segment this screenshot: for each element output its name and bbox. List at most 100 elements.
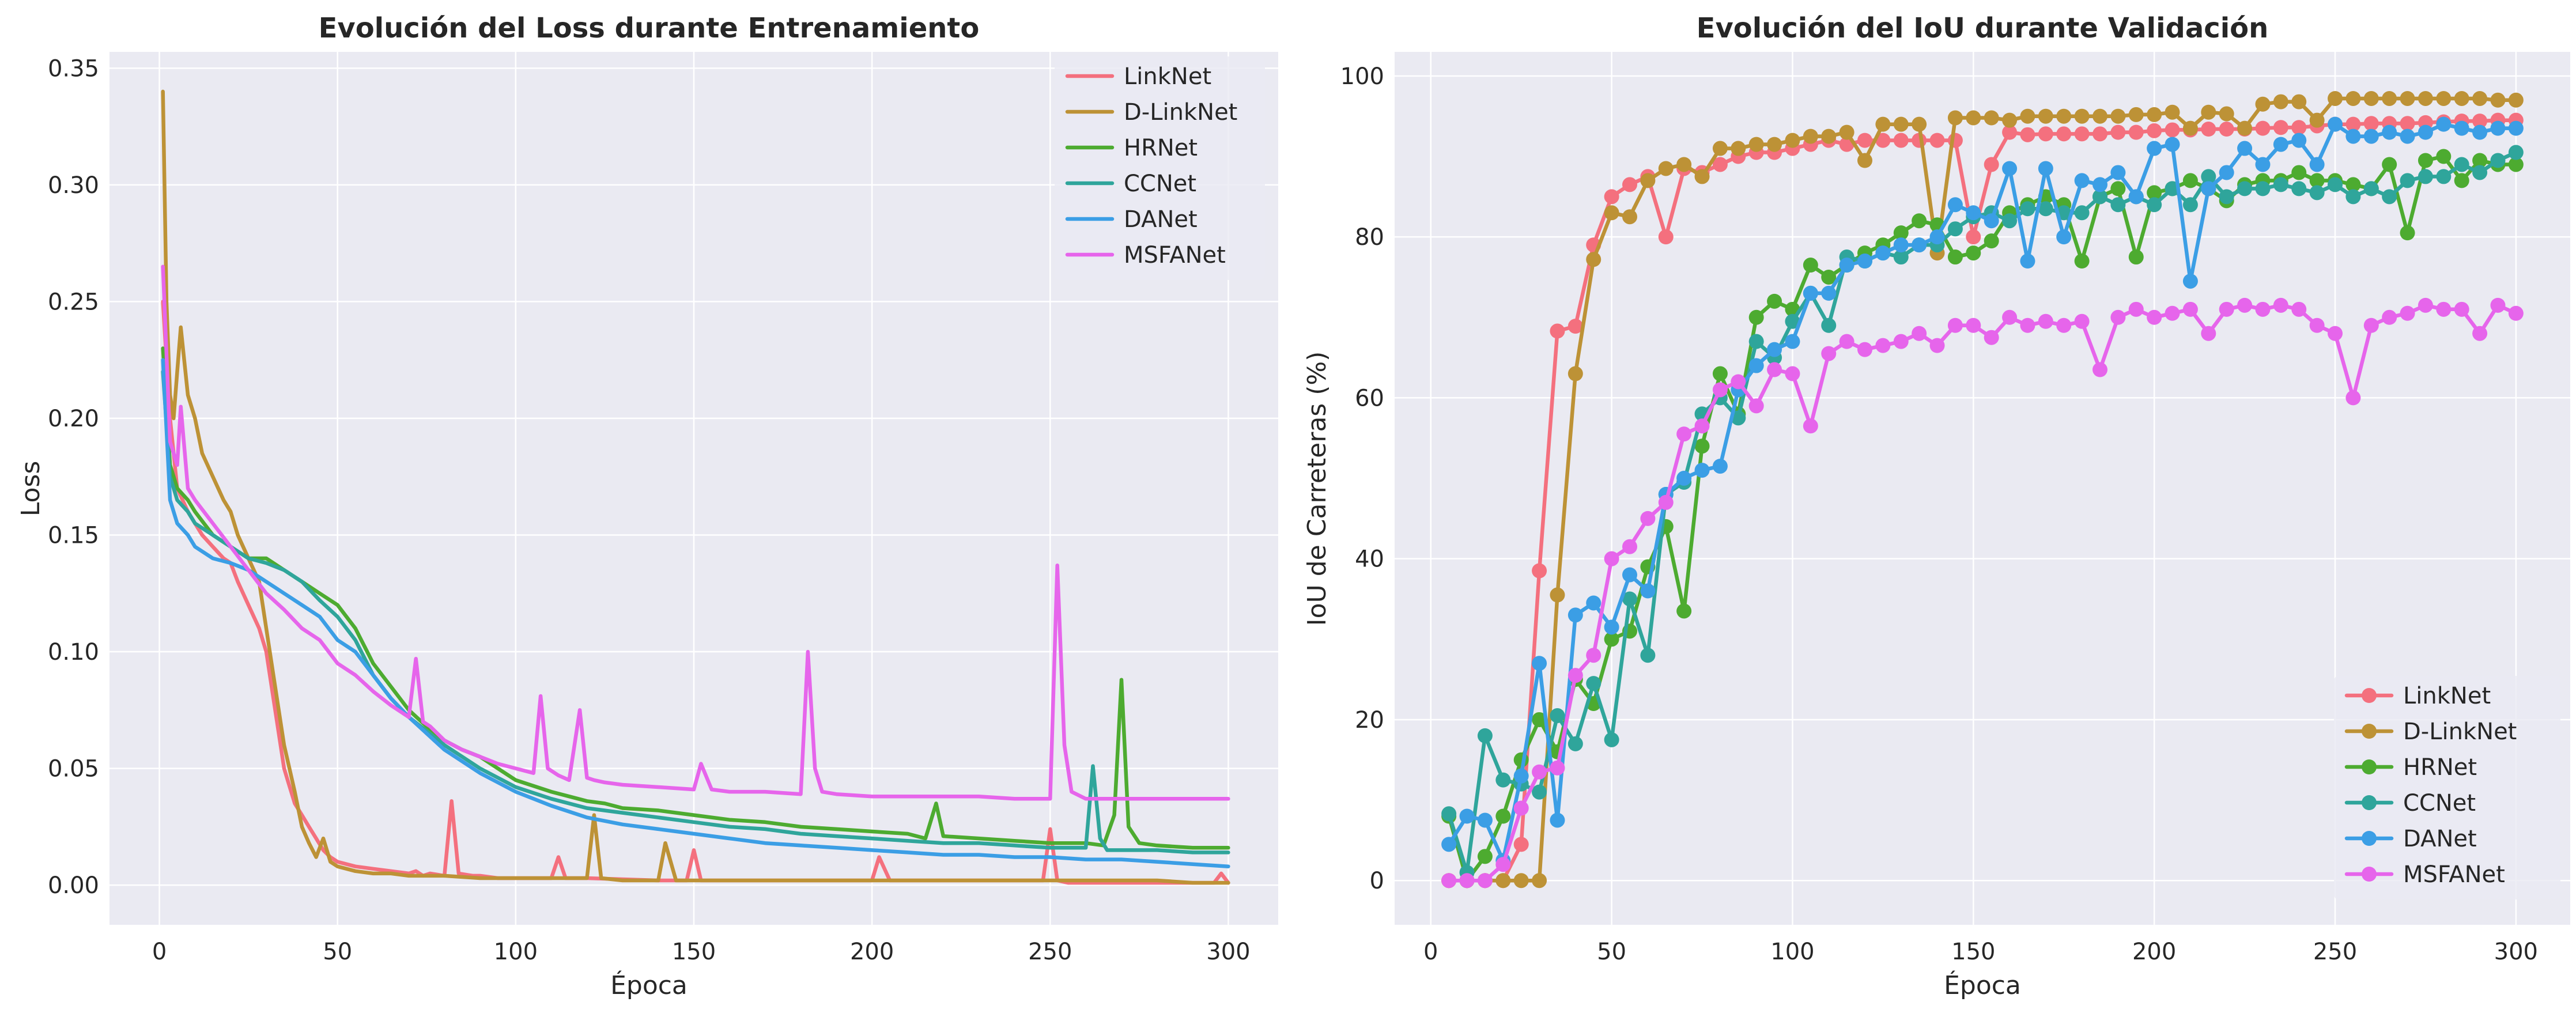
data-point: [1567, 319, 1583, 334]
data-point: [1586, 252, 1601, 267]
data-point: [1532, 764, 1547, 780]
data-point: [1586, 648, 1601, 663]
data-point: [2382, 309, 2397, 325]
data-point: [2147, 185, 2162, 201]
x-tick-label: 200: [2132, 939, 2176, 965]
data-point: [1694, 463, 1710, 478]
data-point: [1658, 161, 1674, 176]
data-point: [1640, 583, 1656, 599]
data-point: [2309, 157, 2325, 172]
data-point: [1929, 229, 1945, 245]
y-tick-label: 0.30: [48, 172, 99, 199]
data-point: [2110, 181, 2126, 196]
data-point: [1441, 873, 1457, 889]
data-point: [1640, 511, 1656, 526]
data-point: [2436, 90, 2452, 106]
data-point: [1803, 258, 1818, 273]
data-point: [2363, 116, 2379, 131]
data-point: [1532, 712, 1547, 727]
data-point: [2201, 181, 2216, 196]
data-point: [1622, 209, 1637, 225]
data-point: [2273, 120, 2288, 135]
data-point: [2508, 120, 2524, 136]
data-point: [1857, 254, 1872, 269]
data-point: [2110, 309, 2126, 325]
data-point: [2219, 122, 2234, 137]
data-point: [2201, 326, 2216, 341]
data-point: [1513, 768, 1529, 784]
data-point: [2147, 309, 2162, 325]
data-point: [2454, 120, 2469, 136]
data-point: [1875, 338, 1891, 353]
data-point: [2490, 92, 2506, 108]
legend-label: CCNet: [2403, 790, 2476, 816]
data-point: [2074, 126, 2090, 142]
data-point: [1731, 374, 1746, 390]
data-point: [1839, 334, 1854, 349]
iou-series-msfanet: [1441, 297, 2524, 889]
data-point: [1767, 362, 1782, 377]
data-point: [2074, 173, 2090, 188]
data-point: [1893, 237, 1909, 253]
iou-chart-panel: Evolución del IoU durante Validación Épo…: [1302, 12, 2570, 1000]
data-point: [2002, 124, 2018, 140]
data-point: [2255, 157, 2271, 172]
data-point: [2020, 317, 2035, 333]
data-point: [2255, 96, 2271, 112]
data-point: [2147, 107, 2162, 122]
data-point: [2182, 301, 2198, 317]
data-point: [2110, 124, 2126, 140]
data-point: [2038, 108, 2053, 124]
data-point: [2472, 153, 2488, 168]
data-point: [1875, 133, 1891, 148]
data-point: [1748, 358, 1764, 373]
data-point: [2291, 301, 2307, 317]
data-point: [2400, 173, 2415, 188]
data-point: [2436, 169, 2452, 184]
data-point: [2273, 137, 2288, 152]
data-point: [1477, 812, 1493, 828]
loss-series-d-linknet: [161, 89, 1230, 885]
data-point: [1622, 591, 1637, 607]
legend-marker: [2362, 867, 2377, 882]
x-tick-label: 50: [323, 939, 352, 965]
x-tick-label: 300: [1206, 939, 1250, 965]
x-tick-label: 0: [152, 939, 167, 965]
data-point: [2309, 185, 2325, 201]
iou-chart-ylabel: IoU de Carreteras (%): [1302, 351, 1332, 626]
data-point: [2454, 173, 2469, 188]
data-point: [1748, 137, 1764, 152]
data-point: [1604, 551, 1619, 566]
data-point: [2454, 301, 2469, 317]
data-point: [2219, 189, 2234, 205]
data-point: [1893, 116, 1909, 132]
data-point: [1748, 398, 1764, 414]
data-point: [2056, 229, 2072, 245]
data-point: [1712, 366, 1728, 381]
data-point: [1532, 873, 1547, 889]
data-point: [2038, 161, 2053, 176]
data-point: [2182, 173, 2198, 188]
data-point: [1803, 418, 1818, 434]
y-tick-label: 0.10: [48, 639, 99, 666]
data-point: [1947, 197, 1963, 213]
data-point: [2092, 108, 2107, 124]
data-point: [2400, 116, 2415, 131]
data-point: [1893, 334, 1909, 349]
data-point: [2508, 157, 2524, 172]
loss-chart-title: Evolución del Loss durante Entrenamiento: [319, 12, 980, 44]
x-tick-label: 100: [1770, 939, 1814, 965]
legend-label: D-LinkNet: [1124, 99, 1237, 126]
legend-item: CCNet: [2344, 790, 2476, 816]
data-point: [2418, 297, 2433, 313]
data-point: [1586, 676, 1601, 691]
data-point: [1912, 237, 1927, 253]
data-point: [2110, 165, 2126, 180]
data-point: [2201, 104, 2216, 120]
data-point: [2219, 106, 2234, 122]
data-point: [1966, 245, 1981, 261]
y-tick-label: 0.35: [48, 55, 99, 82]
data-point: [2436, 149, 2452, 164]
data-point: [2182, 197, 2198, 213]
data-point: [1477, 873, 1493, 889]
